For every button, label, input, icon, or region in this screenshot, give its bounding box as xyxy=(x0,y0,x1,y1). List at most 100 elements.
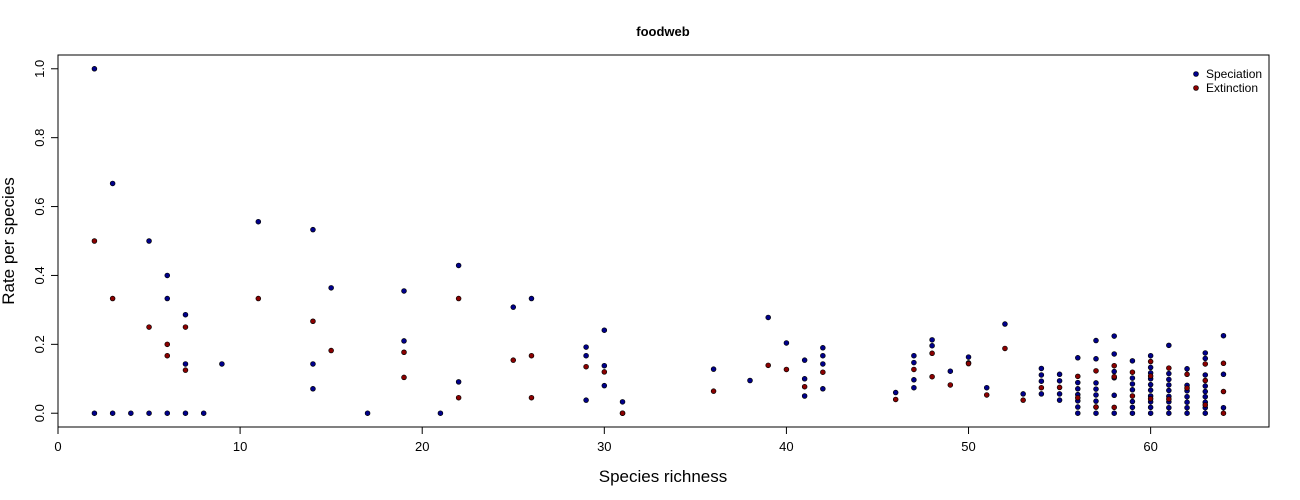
point-extinction xyxy=(1220,410,1227,416)
point-speciation xyxy=(1184,393,1190,400)
point-extinction xyxy=(601,369,608,375)
point-speciation xyxy=(747,377,753,384)
point-speciation xyxy=(892,389,899,396)
point-speciation xyxy=(1056,378,1063,384)
point-extinction xyxy=(1075,373,1081,380)
point-speciation xyxy=(1166,382,1172,388)
point-speciation xyxy=(1166,376,1172,383)
legend-label-speciation: Speciation xyxy=(1206,67,1262,81)
y-tick-label: 0.8 xyxy=(32,129,47,147)
point-speciation xyxy=(1220,371,1227,378)
point-extinction xyxy=(255,295,262,302)
point-extinction xyxy=(947,382,954,388)
point-speciation xyxy=(310,361,316,367)
x-tick-label: 40 xyxy=(779,439,793,454)
point-speciation xyxy=(1129,381,1136,387)
point-speciation xyxy=(1129,410,1136,416)
point-extinction xyxy=(528,352,535,359)
point-speciation xyxy=(911,352,917,359)
point-speciation xyxy=(128,410,134,416)
point-speciation xyxy=(1056,371,1063,378)
point-extinction xyxy=(109,295,116,302)
point-speciation xyxy=(820,345,826,351)
point-speciation xyxy=(109,410,116,416)
point-extinction xyxy=(911,366,917,373)
point-speciation xyxy=(583,344,589,350)
legend: Speciation Extinction xyxy=(1193,67,1262,95)
point-speciation xyxy=(1202,393,1209,400)
y-tick-label: 1.0 xyxy=(32,60,47,78)
y-tick-label: 0.6 xyxy=(32,198,47,216)
point-extinction xyxy=(1129,369,1136,375)
point-extinction xyxy=(1111,362,1117,369)
point-speciation xyxy=(1147,381,1154,388)
point-speciation xyxy=(182,410,189,416)
point-extinction xyxy=(1202,402,1209,408)
x-tick-label: 50 xyxy=(961,439,975,454)
point-extinction xyxy=(1147,396,1154,402)
point-extinction xyxy=(455,394,462,401)
point-speciation xyxy=(1056,397,1063,403)
point-speciation xyxy=(437,410,444,416)
point-extinction xyxy=(1075,394,1081,401)
point-speciation xyxy=(1129,358,1136,364)
point-extinction xyxy=(783,366,790,373)
point-extinction xyxy=(983,392,990,398)
legend-marker-speciation xyxy=(1193,71,1199,77)
point-extinction xyxy=(619,410,626,416)
point-speciation xyxy=(401,288,407,294)
point-extinction xyxy=(1202,361,1209,367)
point-speciation xyxy=(583,397,589,403)
point-extinction xyxy=(1202,377,1209,384)
point-extinction xyxy=(1093,368,1099,374)
point-speciation xyxy=(1093,410,1099,416)
point-speciation xyxy=(146,410,152,416)
point-speciation xyxy=(1202,355,1209,362)
point-speciation xyxy=(1147,364,1154,371)
point-extinction xyxy=(1129,393,1136,399)
point-speciation xyxy=(364,410,371,416)
point-extinction xyxy=(929,373,935,380)
point-speciation xyxy=(310,386,316,392)
chart-title: foodweb xyxy=(636,24,689,39)
point-speciation xyxy=(1220,332,1227,339)
point-speciation xyxy=(601,327,608,333)
point-extinction xyxy=(528,394,535,401)
point-speciation xyxy=(765,314,771,321)
point-extinction xyxy=(164,352,171,359)
point-speciation xyxy=(1093,392,1099,398)
point-speciation xyxy=(1147,404,1154,411)
point-speciation xyxy=(328,285,334,291)
point-extinction xyxy=(929,350,935,357)
x-tick-label: 0 xyxy=(54,439,61,454)
point-speciation xyxy=(310,226,316,233)
point-speciation xyxy=(1166,370,1172,377)
y-tick-label: 0.0 xyxy=(32,404,47,422)
point-speciation xyxy=(1093,337,1099,344)
point-extinction xyxy=(1166,396,1172,402)
point-speciation xyxy=(947,368,954,374)
y-tick-label: 0.4 xyxy=(32,266,47,284)
point-speciation xyxy=(164,410,171,416)
point-speciation xyxy=(146,238,152,244)
point-extinction xyxy=(583,363,589,370)
legend-marker-extinction xyxy=(1193,85,1199,91)
point-speciation xyxy=(911,359,917,366)
point-speciation xyxy=(1202,388,1209,395)
point-speciation xyxy=(1147,410,1154,416)
point-speciation xyxy=(1093,380,1099,386)
point-speciation xyxy=(1075,404,1081,410)
y-axis: 0.0 0.2 0.4 0.6 0.8 1.0 xyxy=(32,60,59,422)
point-speciation xyxy=(1075,355,1081,361)
x-tick-label: 10 xyxy=(233,439,247,454)
point-speciation xyxy=(455,262,462,269)
point-speciation xyxy=(820,352,826,359)
point-speciation xyxy=(1038,391,1045,397)
point-extinction xyxy=(401,374,407,381)
legend-label-extinction: Extinction xyxy=(1206,81,1258,95)
data-points xyxy=(91,66,1227,416)
point-extinction xyxy=(91,238,98,244)
point-speciation xyxy=(1166,387,1172,394)
point-speciation xyxy=(91,66,98,72)
